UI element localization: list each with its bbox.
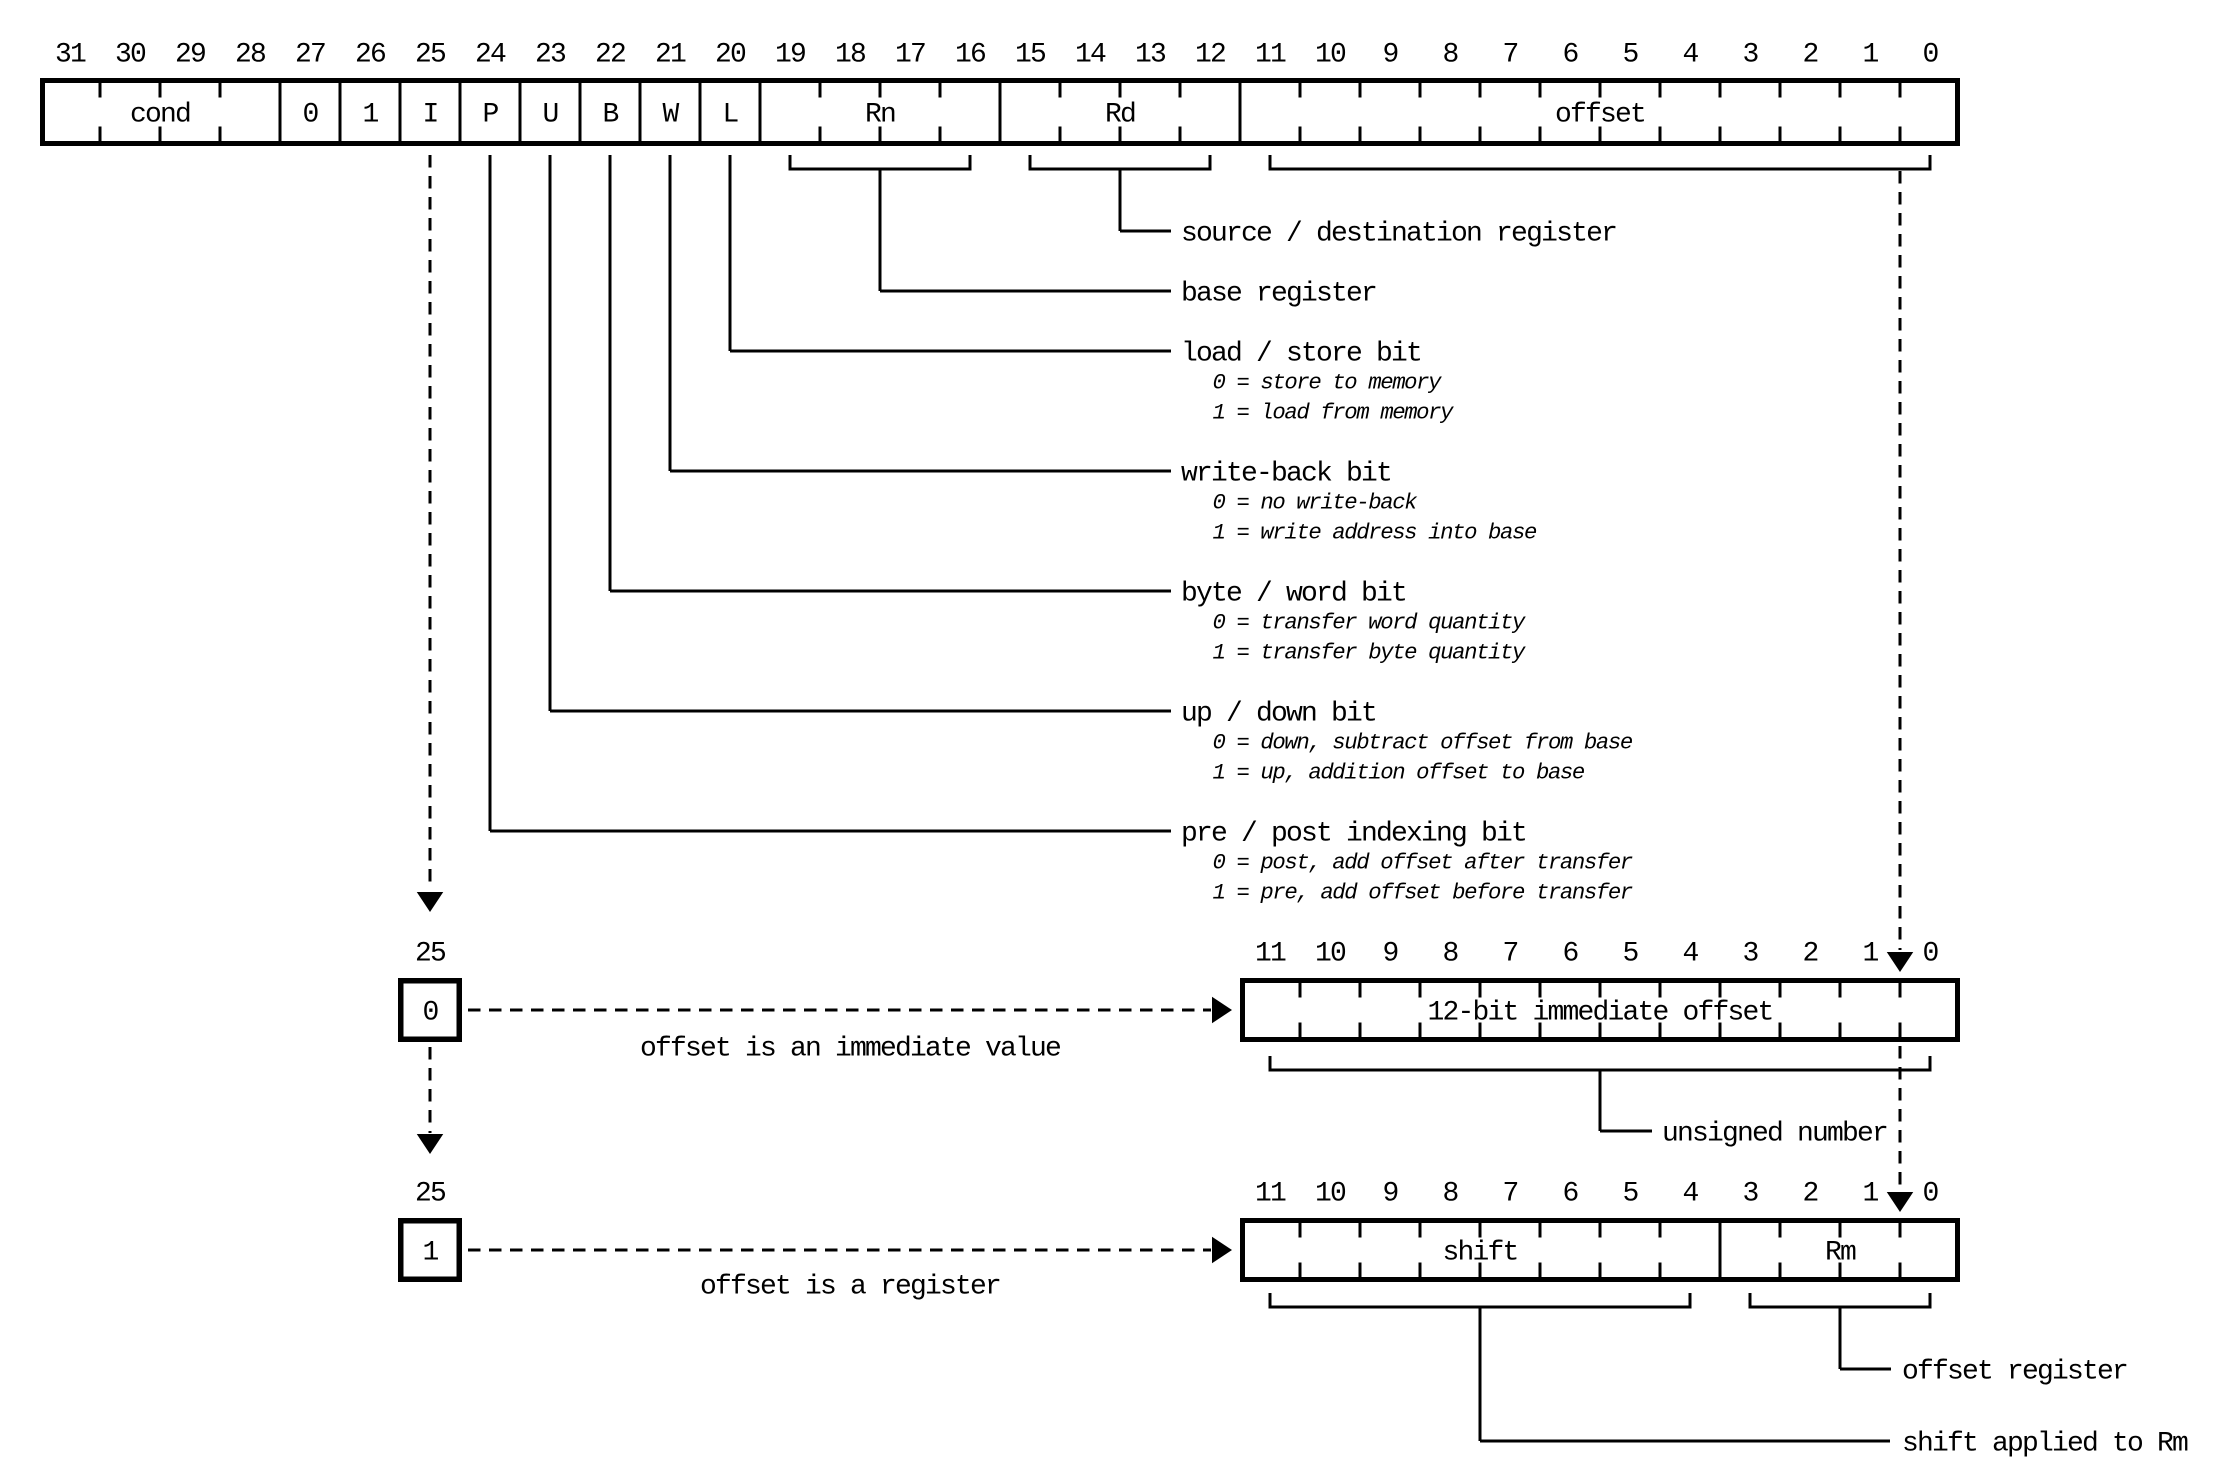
svg-text:18: 18 [835, 40, 865, 71]
svg-text:L: L [722, 100, 738, 131]
svg-text:offset register: offset register [1902, 1357, 2127, 1388]
svg-text:1: 1 [362, 100, 378, 131]
svg-text:27: 27 [295, 40, 325, 71]
svg-text:11: 11 [1255, 939, 1286, 970]
svg-text:30: 30 [115, 40, 146, 71]
svg-text:2: 2 [1802, 40, 1817, 71]
svg-text:1 = transfer byte quantity: 1 = transfer byte quantity [1213, 640, 1527, 666]
svg-text:20: 20 [715, 40, 746, 71]
svg-text:25: 25 [415, 1179, 446, 1210]
svg-text:10: 10 [1315, 939, 1346, 970]
svg-text:1 = write address into base: 1 = write address into base [1213, 520, 1537, 546]
svg-text:28: 28 [235, 40, 265, 71]
svg-text:1: 1 [1862, 1179, 1878, 1210]
svg-text:offset: offset [1555, 100, 1645, 131]
svg-text:4: 4 [1682, 1179, 1698, 1210]
svg-text:6: 6 [1562, 939, 1577, 970]
svg-text:shift: shift [1442, 1238, 1517, 1269]
svg-text:8: 8 [1442, 1179, 1457, 1210]
svg-text:21: 21 [655, 40, 686, 71]
svg-text:1 = up, addition offset to bas: 1 = up, addition offset to base [1213, 760, 1585, 786]
svg-text:load / store bit: load / store bit [1181, 339, 1421, 370]
svg-text:P: P [482, 100, 498, 131]
svg-text:base register: base register [1181, 279, 1376, 310]
svg-text:7: 7 [1502, 1179, 1517, 1210]
svg-text:shift applied to Rm: shift applied to Rm [1902, 1429, 2188, 1460]
svg-text:B: B [602, 100, 618, 131]
svg-text:12-bit immediate offset: 12-bit immediate offset [1427, 998, 1772, 1029]
svg-text:offset is a register: offset is a register [700, 1272, 1000, 1303]
svg-text:19: 19 [775, 40, 805, 71]
svg-text:16: 16 [955, 40, 985, 71]
svg-text:0: 0 [302, 100, 318, 131]
svg-text:0 = no write-back: 0 = no write-back [1213, 490, 1419, 516]
svg-text:up / down bit: up / down bit [1181, 699, 1376, 730]
svg-text:29: 29 [175, 40, 205, 71]
svg-text:1: 1 [1862, 939, 1878, 970]
svg-text:3: 3 [1742, 1179, 1758, 1210]
svg-text:source / destination register: source / destination register [1181, 219, 1616, 250]
svg-text:5: 5 [1622, 40, 1638, 71]
svg-text:Rd: Rd [1105, 100, 1135, 131]
svg-text:5: 5 [1622, 1179, 1638, 1210]
svg-text:4: 4 [1682, 939, 1698, 970]
svg-text:0 = transfer word quantity: 0 = transfer word quantity [1213, 610, 1527, 636]
svg-text:26: 26 [355, 40, 385, 71]
svg-text:8: 8 [1442, 40, 1457, 71]
svg-text:pre / post indexing bit: pre / post indexing bit [1181, 819, 1526, 850]
svg-text:14: 14 [1075, 40, 1106, 71]
svg-text:Rm: Rm [1825, 1238, 1856, 1269]
svg-text:10: 10 [1315, 1179, 1346, 1210]
svg-text:W: W [662, 100, 679, 131]
svg-text:11: 11 [1255, 1179, 1286, 1210]
svg-text:9: 9 [1382, 40, 1397, 71]
svg-text:15: 15 [1015, 40, 1046, 71]
svg-text:3: 3 [1742, 40, 1758, 71]
svg-text:0 = post, add offset after tra: 0 = post, add offset after transfer [1213, 850, 1633, 876]
svg-text:cond: cond [130, 100, 190, 131]
svg-text:6: 6 [1562, 40, 1577, 71]
svg-text:Rn: Rn [865, 100, 895, 131]
svg-text:9: 9 [1382, 1179, 1397, 1210]
svg-text:5: 5 [1622, 939, 1638, 970]
svg-text:24: 24 [475, 40, 506, 71]
svg-text:0: 0 [1922, 1179, 1938, 1210]
svg-text:22: 22 [595, 40, 625, 71]
svg-text:13: 13 [1135, 40, 1166, 71]
svg-text:0: 0 [1922, 939, 1938, 970]
svg-text:1 = load from memory: 1 = load from memory [1213, 400, 1455, 426]
svg-text:1: 1 [1862, 40, 1878, 71]
svg-text:4: 4 [1682, 40, 1698, 71]
svg-text:offset is an immediate value: offset is an immediate value [640, 1034, 1060, 1065]
svg-text:3: 3 [1742, 939, 1758, 970]
svg-text:I: I [422, 100, 437, 131]
svg-text:10: 10 [1315, 40, 1346, 71]
svg-text:9: 9 [1382, 939, 1397, 970]
svg-text:1: 1 [422, 1238, 438, 1269]
svg-text:2: 2 [1802, 1179, 1817, 1210]
svg-text:0 = store to memory: 0 = store to memory [1213, 370, 1443, 396]
svg-text:7: 7 [1502, 939, 1517, 970]
svg-text:write-back bit: write-back bit [1181, 459, 1391, 490]
svg-text:12: 12 [1195, 40, 1225, 71]
svg-text:0: 0 [422, 998, 438, 1029]
svg-text:0 = down, subtract offset from: 0 = down, subtract offset from base [1213, 730, 1633, 756]
svg-text:U: U [542, 100, 557, 131]
svg-text:6: 6 [1562, 1179, 1577, 1210]
svg-text:11: 11 [1255, 40, 1286, 71]
svg-text:0: 0 [1922, 40, 1938, 71]
svg-text:7: 7 [1502, 40, 1517, 71]
svg-text:31: 31 [55, 40, 86, 71]
svg-text:17: 17 [895, 40, 925, 71]
svg-text:25: 25 [415, 40, 446, 71]
svg-text:25: 25 [415, 939, 446, 970]
svg-text:1 = pre, add offset before tra: 1 = pre, add offset before transfer [1213, 880, 1633, 906]
svg-text:8: 8 [1442, 939, 1457, 970]
svg-text:2: 2 [1802, 939, 1817, 970]
svg-text:unsigned number: unsigned number [1662, 1119, 1887, 1150]
svg-text:byte / word bit: byte / word bit [1181, 579, 1406, 610]
svg-text:23: 23 [535, 40, 566, 71]
